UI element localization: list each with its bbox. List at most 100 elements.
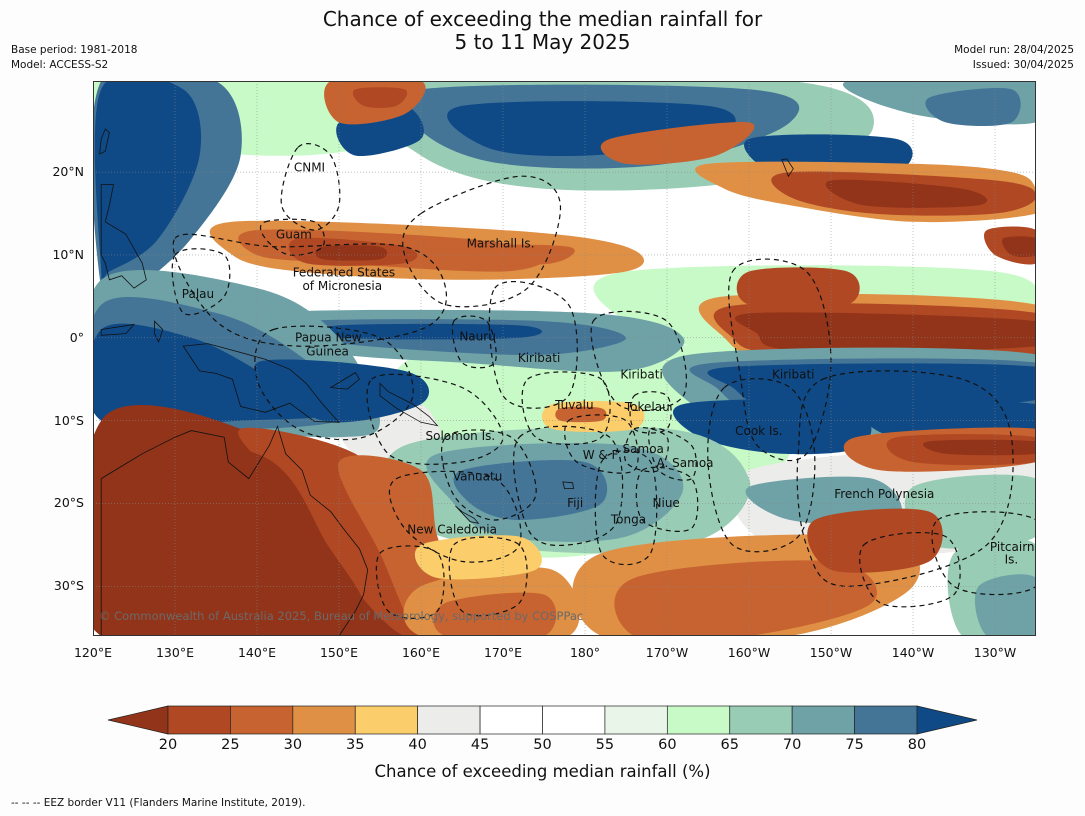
y-tick-label: 10°S (53, 412, 84, 428)
region-label: Kiribati (772, 368, 814, 382)
eez-lord-howe (375, 545, 445, 619)
solomon-islands-coast (379, 382, 439, 427)
colorbar-title: Chance of exceeding median rainfall (%) (374, 762, 711, 781)
hawaii-coast (781, 158, 794, 178)
eez-american-samoa (648, 427, 697, 481)
halmahera-coast (154, 320, 164, 343)
region-label: French Polynesia (834, 487, 934, 501)
rain-band (315, 245, 388, 261)
colorbar-tick-label: 30 (283, 737, 303, 753)
rain-band (93, 436, 369, 636)
eez-pitcairn (931, 511, 1036, 596)
sulawesi-coast (100, 323, 136, 336)
eez-niue (635, 466, 699, 532)
colorbar-segment (854, 705, 918, 735)
model-name: Model: ACCESS-S2 (11, 59, 109, 71)
colorbar-tick-label: 50 (533, 737, 552, 753)
region-label: Nauru (459, 329, 495, 343)
region-label: Niue (653, 496, 680, 510)
model-run: Model run: 28/04/2025 (954, 44, 1074, 56)
rain-band (453, 460, 608, 520)
y-tick-label: 30°S (53, 578, 84, 594)
y-tick-label: 20°S (53, 495, 84, 511)
eez-marshall (402, 175, 562, 308)
region-label: CNMI (294, 160, 325, 174)
eez-borders (171, 143, 1036, 619)
region-label: Is. (1005, 552, 1019, 566)
region-label: Tuvalu (554, 398, 594, 412)
x-tick-label: 130°E (155, 645, 194, 660)
region-label: Palau (182, 287, 214, 301)
region-label: Fiji (567, 496, 583, 510)
meta-left: Base period: 1981-2018 Model: ACCESS-S2 (11, 43, 137, 73)
region-label: Solomon Is. (426, 429, 496, 443)
colorbar-tick-label: 65 (720, 737, 739, 753)
region-label: Federated States (293, 266, 395, 280)
eez-cnmi (280, 143, 341, 231)
rain-band (735, 312, 1036, 352)
rain-band (614, 560, 877, 636)
eez-vanuatu (441, 429, 537, 521)
colorbar-segment (230, 705, 294, 735)
new-guinea-coast (182, 343, 340, 423)
x-tick-label: 140°W (891, 645, 935, 660)
region-label: New Caledonia (407, 522, 497, 536)
meta-right: Model run: 28/04/2025 Issued: 30/04/2025 (954, 43, 1074, 73)
region-label: Papua New (295, 330, 362, 344)
rain-band (414, 535, 542, 580)
issued-date: Issued: 30/04/2025 (972, 59, 1074, 71)
rain-band (600, 122, 755, 165)
eez-palau (171, 248, 231, 316)
colorbar-extend-high (916, 705, 978, 735)
colorbar-tick-label: 75 (845, 737, 864, 753)
eez-wallis-futuna (564, 414, 639, 474)
eez-guam (259, 218, 325, 256)
region-label: of Micronesia (302, 279, 382, 293)
australia-coast (100, 425, 369, 636)
eez-cook (707, 378, 816, 553)
copyright-notice: © Commonwealth of Australia 2025, Bureau… (99, 609, 583, 623)
region-label: Kiribati (620, 368, 662, 382)
x-tick-label: 170°E (483, 645, 522, 660)
rain-band (736, 267, 860, 309)
x-tick-label: 150°W (809, 645, 853, 660)
colorbar-segment (791, 705, 855, 735)
region-label: Guinea (306, 344, 349, 358)
eez-new-caledonia (388, 470, 522, 563)
region-label: Marshall Is. (467, 237, 535, 251)
taiwan-coast (99, 128, 110, 155)
rain-band (453, 244, 575, 266)
region-label: Guam (276, 228, 312, 242)
rain-band (94, 81, 202, 287)
colorbar-segment (354, 705, 419, 735)
x-tick-label: 140°E (237, 645, 276, 660)
region-label: Kiribati (518, 351, 560, 365)
chart-title-line1: Chance of exceeding the median rainfall … (322, 7, 763, 31)
eez-fsm (172, 233, 447, 347)
colorbar-tick-label: 35 (346, 737, 365, 753)
region-label: Tonga (610, 513, 646, 527)
philippines-coast (100, 184, 147, 289)
x-tick-label: 180° (569, 645, 601, 660)
rain-band (923, 439, 1036, 456)
y-tick-label: 0° (69, 329, 84, 345)
base-period: Base period: 1981-2018 (11, 44, 138, 56)
colorbar-segment (292, 705, 356, 735)
eez-kiribati-gilbert (488, 280, 578, 409)
region-label: W & F (583, 448, 619, 462)
probability-bands (93, 81, 1036, 636)
colorbar-tick-label: 80 (907, 737, 927, 753)
eez-solomon (366, 373, 504, 465)
colorbar-segment (542, 705, 606, 735)
colorbar-tick-label: 70 (782, 737, 802, 753)
land-outlines (99, 128, 794, 636)
region-label: Pitcairn (990, 540, 1035, 554)
x-tick-label: 130°W (973, 645, 1017, 660)
region-label: Cook Is. (735, 424, 782, 438)
colorbar (107, 705, 978, 735)
rain-band (825, 179, 988, 208)
eez-kiribati-line (728, 258, 832, 462)
rain-band (93, 323, 340, 428)
